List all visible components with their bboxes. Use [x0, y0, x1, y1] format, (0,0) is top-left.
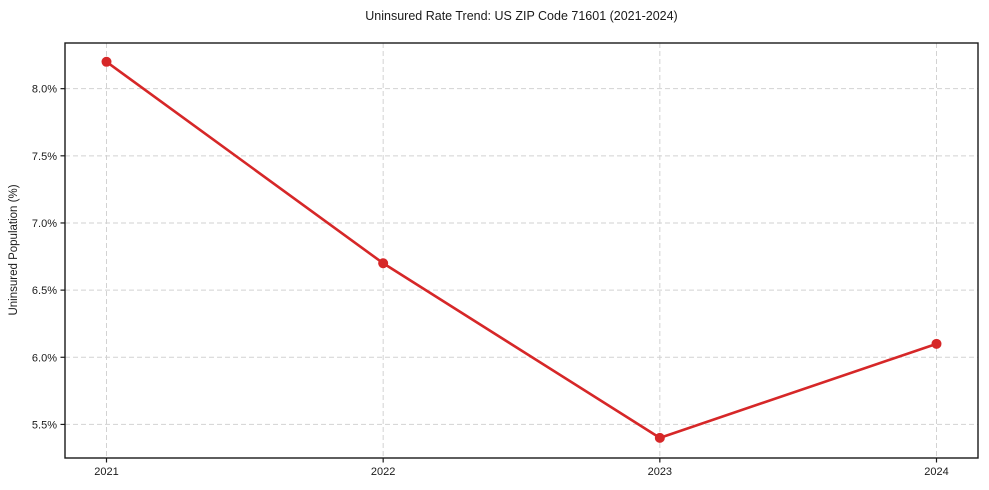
y-tick-label: 5.5% [32, 419, 57, 431]
y-tick-label: 6.5% [32, 285, 57, 297]
plot-frame [64, 42, 979, 459]
y-tick-label: 6.0% [32, 352, 57, 364]
trend-line [105, 60, 938, 440]
data-point-marker [378, 258, 389, 269]
y-tick-label: 7.5% [32, 151, 57, 163]
x-tick-label: 2022 [371, 466, 395, 478]
data-point-marker [101, 56, 112, 67]
x-tick-label: 2023 [648, 466, 672, 478]
data-point-marker [931, 338, 942, 349]
chart-title: Uninsured Rate Trend: US ZIP Code 71601 … [365, 9, 678, 23]
y-tick-label: 8.0% [32, 84, 57, 96]
data-point-marker [654, 432, 665, 443]
y-tick-label: 7.0% [32, 218, 57, 230]
x-tick-label: 2024 [924, 466, 948, 478]
x-tick-label: 2021 [94, 466, 118, 478]
